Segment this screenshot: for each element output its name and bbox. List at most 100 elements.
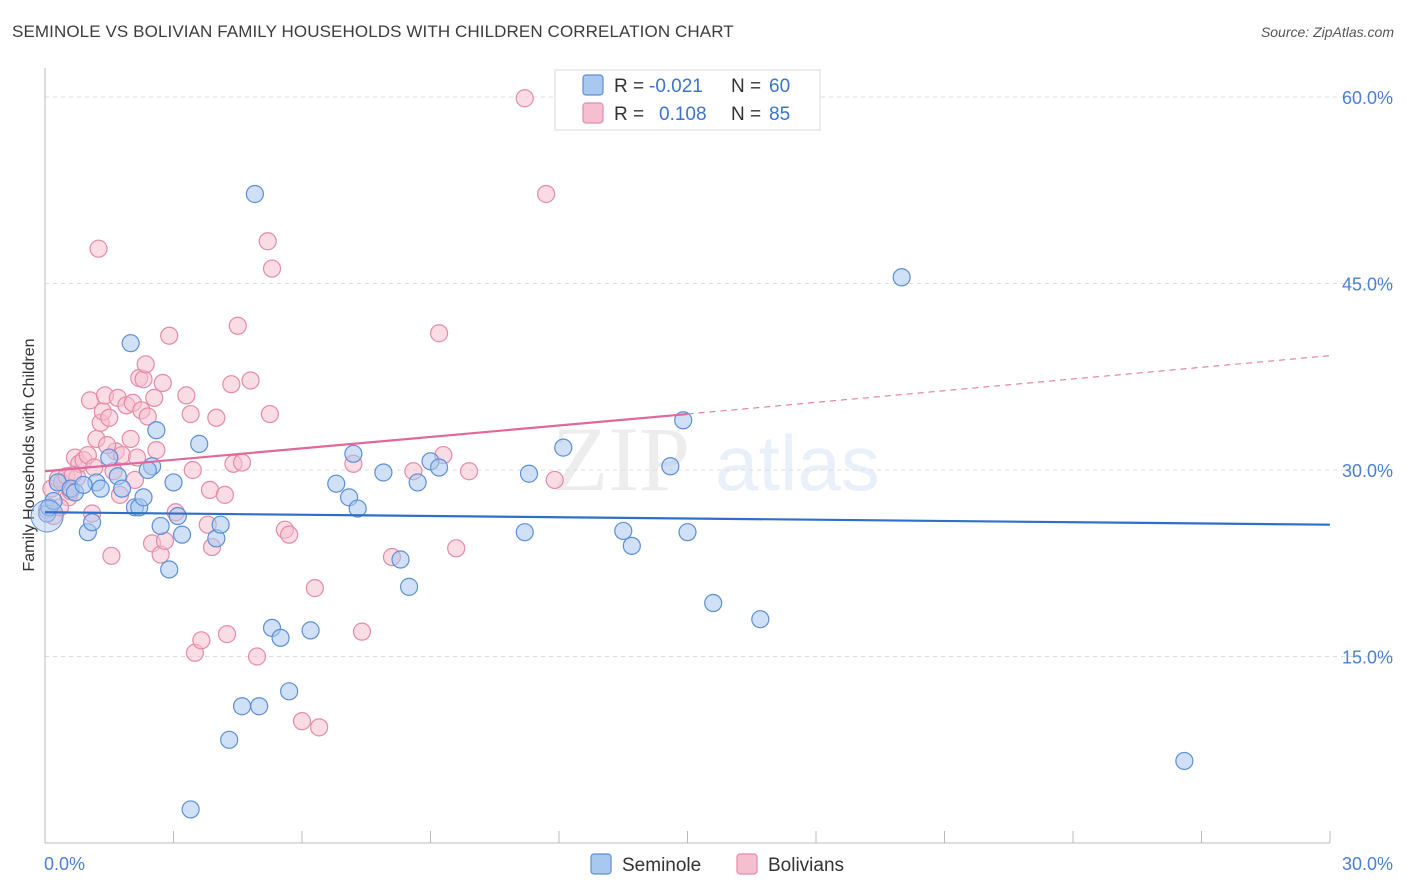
seminole-point-12 — [121, 334, 140, 353]
seminole-point-59 — [138, 460, 157, 480]
bolivians-point-71 — [352, 622, 372, 641]
seminole-point-36 — [344, 444, 363, 463]
x-tick-label-1: 30.0% — [1342, 854, 1393, 874]
seminole-point-20 — [164, 473, 183, 492]
seminole-point-49 — [661, 457, 680, 476]
bolivians-point-31 — [125, 470, 145, 490]
bolivians-point-80 — [545, 470, 564, 490]
bolivians-point-29 — [121, 429, 140, 449]
bolivians-point-42 — [155, 531, 175, 550]
bolivians-point-43 — [160, 326, 179, 345]
seminole-point-45 — [519, 464, 539, 483]
bolivians-point-39 — [147, 441, 166, 460]
seminole-point-19 — [160, 560, 179, 579]
seminole-point-41 — [408, 473, 427, 492]
bolivians-point-34 — [134, 370, 153, 389]
bottom-legend-swatch-seminole — [590, 853, 612, 875]
bolivians-point-47 — [183, 460, 202, 480]
seminole-point-25 — [211, 515, 230, 534]
bolivians-point-58 — [228, 316, 247, 335]
y-axis-label: Family Households with Children — [21, 339, 38, 572]
legend-r-label-seminole: R = — [614, 76, 644, 97]
bolivians-point-63 — [260, 404, 279, 424]
x-tick-label-0: 0.0% — [44, 854, 85, 874]
bolivians-point-61 — [247, 647, 267, 666]
seminole-point-44 — [515, 523, 534, 542]
bolivians-point-64 — [262, 259, 282, 278]
watermark-atlas: atlas — [715, 419, 880, 507]
legend-n-value-seminole: 60 — [769, 76, 790, 97]
legend-n-value-bolivians: 85 — [769, 104, 790, 125]
seminole-point-27 — [232, 697, 252, 716]
bolivians-points — [38, 89, 564, 737]
legend-r-value-bolivians: 0.108 — [659, 104, 707, 125]
seminole-point-37 — [348, 499, 367, 518]
bottom-legend-swatch-bolivians — [736, 853, 758, 875]
seminole-point-32 — [280, 682, 299, 701]
y-tick-label-0: 60.0% — [1342, 88, 1393, 108]
seminole-point-53 — [751, 610, 770, 629]
bolivians-point-74 — [429, 324, 449, 343]
bolivians-point-66 — [280, 525, 299, 544]
bolivians-point-54 — [215, 485, 234, 504]
bolivians-point-21 — [100, 408, 119, 427]
legend-swatch-seminole — [582, 74, 604, 96]
legend-n-label-bolivians: N = — [731, 104, 761, 125]
seminole-point-52 — [704, 593, 723, 613]
seminole-point-54 — [892, 268, 911, 287]
seminole-point-33 — [301, 621, 320, 640]
seminole-point-18 — [151, 516, 170, 536]
legend-n-label-seminole: N = — [731, 76, 761, 97]
seminole-points — [30, 184, 1194, 819]
y-tick-label-3: 15.0% — [1342, 648, 1393, 668]
bolivians-point-62 — [258, 232, 277, 251]
y-tick-labels: 60.0% 45.0% 30.0% 15.0% — [1342, 88, 1393, 668]
bolivians-point-35 — [136, 355, 155, 374]
bolivians-point-46 — [181, 404, 200, 424]
seminole-point-50 — [674, 411, 693, 430]
bolivians-point-78 — [515, 89, 534, 108]
bolivians-point-22 — [102, 546, 121, 565]
seminole-point-38 — [374, 463, 393, 482]
bolivians-point-77 — [459, 462, 479, 481]
bolivians-point-55 — [217, 625, 237, 644]
bolivians-point-45 — [177, 386, 196, 405]
seminole-point-34 — [327, 474, 346, 493]
y-tick-label-2: 30.0% — [1342, 461, 1393, 481]
bolivians-point-49 — [192, 631, 211, 650]
seminole-point-29 — [250, 697, 269, 716]
bolivians-point-79 — [537, 184, 556, 204]
x-tick-labels: 0.0% 30.0% — [44, 854, 1393, 874]
seminole-point-11 — [112, 479, 132, 498]
seminole-point-48 — [622, 536, 641, 555]
bolivians-trend-line — [44, 412, 688, 473]
seminole-point-31 — [271, 628, 290, 647]
trend-lines — [44, 355, 1331, 526]
seminole-point-58 — [74, 475, 93, 495]
seminole-point-17 — [147, 421, 166, 440]
bolivians-point-36 — [138, 407, 157, 426]
seminole-point-47 — [614, 521, 633, 541]
seminole-point-28 — [245, 184, 264, 204]
legend-r-value-seminole: -0.021 — [649, 76, 703, 97]
bolivians-trend-extension — [687, 355, 1331, 415]
seminole-point-8 — [91, 479, 110, 498]
bolivians-point-56 — [222, 375, 241, 394]
chart-title: SEMINOLE VS BOLIVIAN FAMILY HOUSEHOLDS W… — [12, 22, 734, 41]
bolivians-point-76 — [447, 539, 466, 558]
legend-swatch-bolivians — [582, 102, 604, 124]
bolivians-point-41 — [153, 373, 172, 393]
bottom-legend: Seminole Bolivians — [590, 853, 844, 876]
legend-r-label-bolivians: R = — [614, 104, 644, 125]
bolivians-point-60 — [241, 371, 260, 390]
seminole-point-43 — [429, 458, 449, 477]
seminole-point-23 — [190, 434, 209, 453]
seminole-point-26 — [220, 730, 239, 749]
seminole-trend-line — [44, 511, 1331, 526]
y-tick-label-1: 45.0% — [1342, 275, 1393, 295]
bolivians-point-53 — [207, 408, 226, 427]
bolivians-point-38 — [145, 388, 164, 407]
seminole-point-51 — [678, 523, 697, 542]
seminole-point-40 — [399, 577, 419, 596]
bottom-legend-label-seminole: Seminole — [622, 855, 701, 876]
